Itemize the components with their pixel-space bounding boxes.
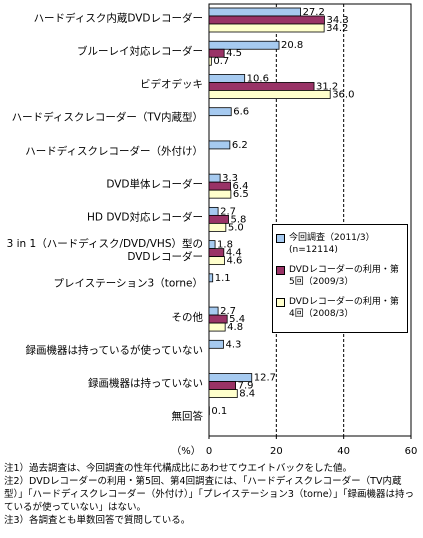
bar bbox=[208, 339, 224, 349]
value-label: 6.4 bbox=[233, 181, 249, 192]
value-label: 1.8 bbox=[217, 240, 233, 251]
bar bbox=[208, 381, 236, 390]
category-label: プレイステーション3（torne） bbox=[53, 277, 203, 290]
value-label: 5.8 bbox=[231, 214, 247, 225]
bar bbox=[208, 256, 225, 266]
category-label: その他 bbox=[171, 311, 204, 324]
bar bbox=[208, 56, 212, 66]
value-label: 4.3 bbox=[225, 339, 241, 350]
value-label: 27.2 bbox=[303, 7, 325, 18]
bar bbox=[208, 74, 246, 83]
value-label: 2.7 bbox=[220, 306, 236, 317]
bar bbox=[208, 48, 225, 58]
value-label: 3.3 bbox=[222, 173, 238, 184]
bar bbox=[208, 23, 325, 33]
bar bbox=[208, 189, 232, 199]
category-label: 録画機器は持っていない bbox=[88, 377, 203, 390]
x-tick-label: 60 bbox=[405, 446, 418, 457]
x-tick-label: 40 bbox=[337, 446, 350, 457]
bar bbox=[208, 389, 238, 398]
value-label: 5.4 bbox=[229, 314, 245, 325]
value-label: 34.3 bbox=[326, 15, 348, 26]
legend-swatch bbox=[276, 234, 285, 243]
value-label: 1.1 bbox=[215, 273, 231, 284]
value-label: 12.7 bbox=[254, 373, 276, 384]
bar bbox=[208, 15, 325, 25]
value-label: 31.2 bbox=[316, 81, 338, 92]
bar bbox=[208, 314, 228, 324]
legend-label: DVDレコーダーの利用・第4回（2008/3） bbox=[289, 297, 399, 319]
bar bbox=[208, 7, 301, 17]
bar bbox=[208, 248, 225, 258]
category-label: ビデオデッキ bbox=[140, 78, 203, 91]
category-label: 無回答 bbox=[171, 410, 204, 423]
note: 注3）各調査とも単数回答で質問している。 bbox=[4, 515, 191, 526]
value-label: 20.8 bbox=[281, 40, 303, 51]
category-label: ハードディスクレコーダー（外付け） bbox=[25, 145, 203, 158]
bar bbox=[208, 273, 214, 283]
legend-label: 今回調査（2011/3）(n=12114) bbox=[289, 233, 375, 255]
bar bbox=[208, 140, 231, 150]
value-label: 7.9 bbox=[238, 381, 254, 392]
bar bbox=[208, 322, 226, 332]
bar bbox=[208, 181, 231, 191]
legend: 今回調査（2011/3）(n=12114) DVDレコーダーの利用・第5回（200… bbox=[272, 224, 408, 333]
value-label: 0.1 bbox=[211, 406, 227, 417]
bar bbox=[208, 82, 315, 91]
category-label: ハードディスクレコーダー（TV内蔵型） bbox=[11, 111, 203, 124]
bar bbox=[208, 240, 216, 250]
value-label: 6.6 bbox=[233, 107, 249, 118]
x-tick-label: 20 bbox=[270, 446, 283, 457]
value-label: 2.7 bbox=[220, 206, 236, 217]
bar bbox=[208, 40, 280, 50]
category-label: ハードディスク内蔵DVDレコーダー bbox=[33, 12, 203, 25]
category-label: DVD単体レコーダー bbox=[106, 178, 203, 191]
note: 注1）過去調査は、今回調査の性年代構成比にあわせてウエイトバックをした値。 bbox=[4, 463, 353, 474]
value-label: 4.8 bbox=[227, 322, 243, 333]
bar bbox=[208, 107, 232, 117]
value-label: 4.6 bbox=[226, 256, 242, 267]
value-label: 4.5 bbox=[226, 48, 242, 59]
bar bbox=[208, 214, 229, 224]
value-label: 5.0 bbox=[228, 222, 244, 233]
legend-swatch bbox=[276, 266, 285, 275]
value-label: 34.2 bbox=[326, 23, 348, 34]
bar bbox=[208, 306, 219, 316]
bar bbox=[208, 206, 219, 216]
value-label: 6.2 bbox=[232, 140, 248, 151]
bar bbox=[208, 90, 331, 99]
legend-swatch bbox=[276, 298, 285, 307]
value-label: 0.7 bbox=[213, 56, 229, 67]
legend-item: DVDレコーダーの利用・第4回（2008/3） bbox=[276, 296, 404, 320]
category-label: 3 in 1（ハードディスク/DVD/VHS）型のDVDレコーダー bbox=[6, 238, 203, 264]
value-label: 8.4 bbox=[239, 389, 255, 400]
value-label: 36.0 bbox=[332, 89, 354, 100]
bar bbox=[208, 222, 227, 232]
notes: 注1）過去調査は、今回調査の性年代構成比にあわせてウエイトバックをした値。注2）… bbox=[4, 462, 419, 527]
note: 注2）DVDレコーダーの利用・第5回、第4回調査には、「ハードディスクレコーダー… bbox=[4, 476, 415, 513]
value-label: 10.6 bbox=[247, 73, 269, 84]
x-axis-label: （%） bbox=[171, 445, 201, 457]
legend-item: DVDレコーダーの利用・第5回（2009/3） bbox=[276, 264, 404, 288]
category-label: 録画機器は持っているが使っていない bbox=[25, 344, 203, 357]
x-tick-label: 0 bbox=[206, 446, 212, 457]
legend-label: DVDレコーダーの利用・第5回（2009/3） bbox=[289, 265, 399, 287]
category-label: HD DVD対応レコーダー bbox=[87, 211, 203, 224]
value-label: 4.4 bbox=[226, 248, 242, 259]
legend-item: 今回調査（2011/3）(n=12114) bbox=[276, 232, 404, 256]
bar bbox=[208, 173, 221, 183]
value-label: 6.5 bbox=[233, 189, 249, 200]
category-label: ブルーレイ対応レコーダー bbox=[77, 45, 203, 58]
